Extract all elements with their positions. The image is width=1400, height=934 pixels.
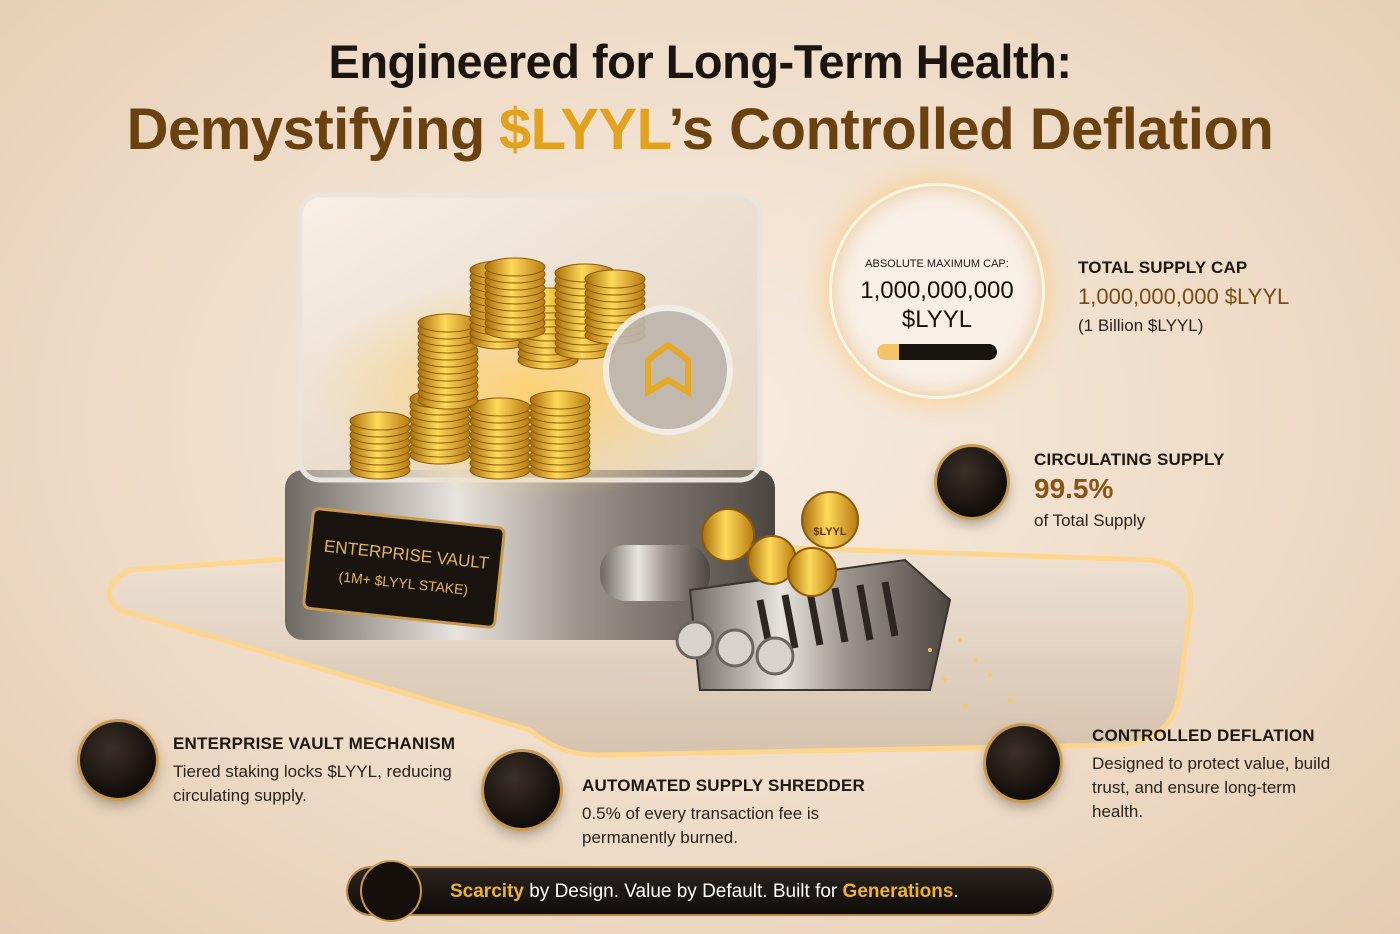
feature-shredder: AUTOMATED SUPPLY SHREDDER 0.5% of every … (582, 776, 872, 850)
title-suffix: ’s Controlled Deflation (668, 97, 1274, 162)
tagline-highlight: Scarcity (450, 881, 524, 902)
tagline-text: by Design. Value by Default. Built for (523, 881, 843, 902)
gauge-unit: $LYYL (901, 306, 973, 333)
coin-label: $LYYL (813, 526, 847, 538)
stat-heading: CIRCULATING SUPPLY (1034, 450, 1225, 469)
coin (529, 390, 591, 410)
coins-icon (986, 726, 1060, 800)
gauge-label: ABSOLUTE MAXIMUM CAP: (865, 258, 1009, 270)
feature-text: Tiered staking locks $LYYL, reducing cir… (173, 762, 452, 805)
logo (645, 341, 691, 398)
stat-note: of Total Supply (1034, 511, 1146, 530)
coin (417, 313, 479, 333)
coin (469, 397, 531, 417)
falling-coins: $LYYL (701, 491, 859, 597)
circulating-supply: CIRCULATING SUPPLY 99.5% of Total Supply (1034, 450, 1225, 533)
shield-icon (362, 862, 420, 920)
gauge-bar (877, 344, 997, 360)
feature-heading: ENTERPRISE VAULT MECHANISM (173, 734, 456, 753)
title-line-2: Demystifying $LYYL’s Controlled Deflation (0, 96, 1400, 163)
coin-stacks (349, 257, 646, 480)
tagline-bar: Scarcity by Design. Value by Default. Bu… (348, 862, 1052, 920)
cap-gauge: ABSOLUTE MAXIMUM CAP: 1,000,000,000 $LYYL (832, 186, 1042, 396)
feature-heading: AUTOMATED SUPPLY SHREDDER (582, 776, 866, 795)
title-line-1: Engineered for Long-Term Health: (328, 35, 1073, 88)
coin (484, 257, 546, 277)
stat-heading: TOTAL SUPPLY CAP (1078, 258, 1248, 277)
vault-plaque (302, 507, 506, 629)
feature-text: Designed to protect value, build trust, … (1092, 754, 1331, 821)
coin (584, 269, 646, 289)
fire-icon (484, 752, 560, 828)
stat-value: 1,000,000,000 $LYYL (1078, 284, 1290, 309)
feature-text: 0.5% of every transaction fee is permane… (582, 804, 820, 847)
sparks (928, 638, 1012, 707)
vault-dial (603, 305, 733, 435)
stat-value: 99.5% (1034, 473, 1114, 504)
feature-heading: CONTROLLED DEFLATION (1092, 726, 1315, 745)
total-supply: TOTAL SUPPLY CAP 1,000,000,000 $LYYL (1 … (1078, 258, 1289, 338)
title-token: $LYYL (498, 97, 669, 162)
coin (349, 411, 411, 431)
feature-vault: ENTERPRISE VAULT MECHANISM Tiered stakin… (173, 734, 473, 808)
lock-icon (80, 722, 156, 798)
gauge-amount: 1,000,000,000 (860, 277, 1014, 304)
tagline-end: . (953, 881, 959, 902)
feature-deflation: CONTROLLED DEFLATION Designed to protect… (1092, 726, 1332, 824)
tagline-highlight: Generations (842, 881, 954, 902)
feed-pipe (600, 545, 710, 601)
rollers (675, 620, 795, 676)
stat-note: (1 Billion $LYYL) (1078, 316, 1204, 335)
tagline: Scarcity by Design. Value by Default. Bu… (450, 881, 959, 903)
gauge-value: 1,000,000,000 $LYYL (832, 276, 1042, 334)
title-prefix: Demystifying (126, 97, 486, 162)
fire-icon (937, 447, 1007, 517)
